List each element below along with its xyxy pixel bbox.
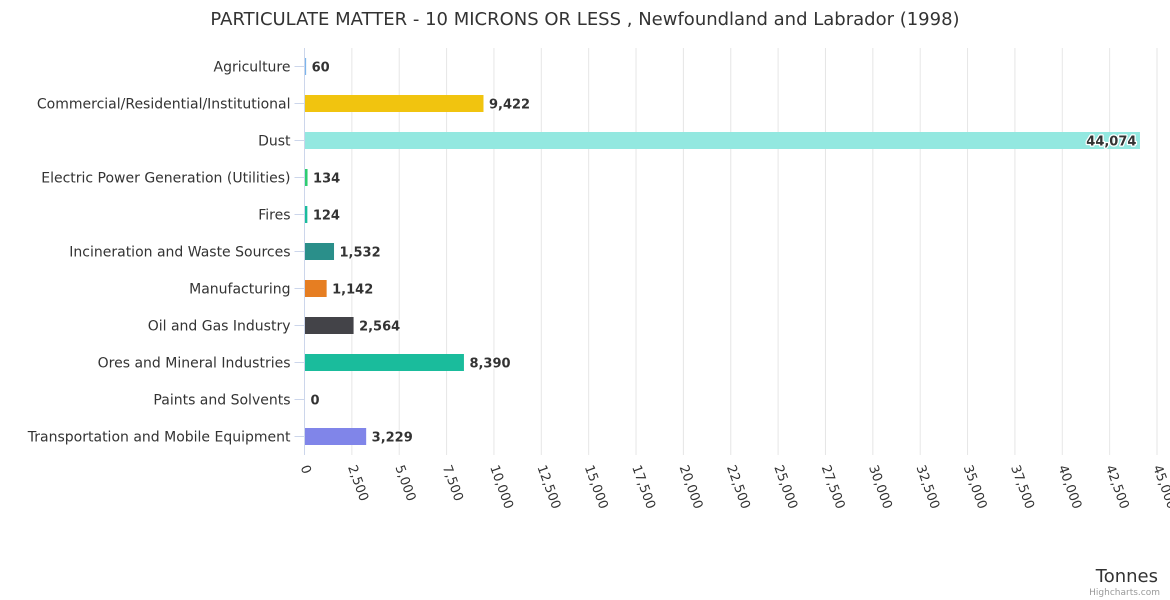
- bar[interactable]: [305, 354, 464, 371]
- data-label: 8,390: [469, 357, 510, 372]
- bar[interactable]: [305, 95, 484, 112]
- data-labels: 60 9,422 44,074 134 124 1,532 1,142 2,564 8,390 0…: [309, 59, 1137, 447]
- data-label: 0: [311, 394, 320, 409]
- bars: [305, 58, 1140, 445]
- data-label: 134: [313, 172, 340, 187]
- chart-title: PARTICULATE MATTER - 10 MICRONS OR LESS …: [210, 9, 959, 30]
- bar[interactable]: [305, 280, 327, 297]
- category-label: Paints and Solvents: [153, 393, 290, 409]
- bar[interactable]: [305, 206, 308, 223]
- credits-link[interactable]: Highcharts.com: [1089, 588, 1160, 598]
- data-label: 1,142: [332, 283, 373, 298]
- category-label: Incineration and Waste Sources: [69, 245, 290, 261]
- category-label: Fires: [258, 208, 290, 224]
- category-label: Dust: [258, 134, 291, 150]
- bar[interactable]: [305, 58, 307, 75]
- bar[interactable]: [305, 169, 308, 186]
- data-label: 3,229: [372, 431, 413, 446]
- category-label: Oil and Gas Industry: [148, 319, 291, 335]
- data-label: 124: [313, 209, 340, 224]
- data-label: 60: [312, 61, 330, 76]
- category-label: Ores and Mineral Industries: [98, 356, 291, 372]
- data-label: 2,564: [359, 320, 400, 335]
- bar[interactable]: [305, 428, 367, 445]
- bar[interactable]: [305, 132, 1140, 149]
- data-label: 1,532: [340, 246, 381, 261]
- category-axis: Agriculture Commercial/Residential/Instit…: [27, 48, 305, 455]
- data-label: 44,074: [1086, 135, 1136, 150]
- category-label: Commercial/Residential/Institutional: [37, 97, 291, 113]
- value-axis-title: Tonnes: [1095, 566, 1158, 587]
- category-label: Agriculture: [214, 60, 291, 76]
- category-label: Manufacturing: [189, 282, 290, 298]
- gridlines: [351, 48, 1158, 455]
- category-label: Transportation and Mobile Equipment: [27, 430, 291, 446]
- bar[interactable]: [305, 317, 354, 334]
- bar[interactable]: [305, 243, 335, 260]
- category-label: Electric Power Generation (Utilities): [41, 171, 290, 187]
- data-label: 9,422: [489, 98, 530, 113]
